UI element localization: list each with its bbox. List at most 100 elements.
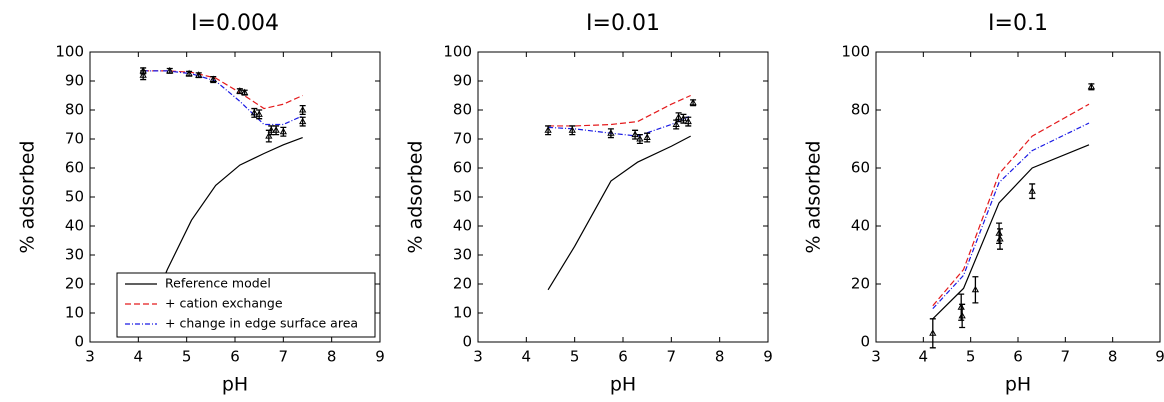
x-tick-label: 9: [375, 348, 385, 366]
series-line: [932, 122, 1090, 310]
x-tick-label: 7: [667, 348, 677, 366]
legend-label: + cation exchange: [165, 296, 283, 311]
chart-title: I=0.004: [191, 11, 279, 36]
data-point: [996, 235, 1004, 242]
y-tick-label: 80: [65, 101, 84, 119]
x-tick-label: 6: [618, 348, 628, 366]
data-point: [209, 75, 217, 83]
x-axis-label: pH: [222, 374, 248, 396]
data-point: [643, 133, 651, 141]
data-point: [139, 71, 147, 78]
chart-title: I=0.01: [586, 11, 660, 36]
y-tick-label: 10: [65, 304, 84, 322]
error-bar: [958, 293, 965, 321]
x-axis-label: pH: [610, 374, 636, 396]
y-tick-label: 40: [65, 217, 84, 235]
data-point: [236, 87, 244, 94]
x-tick-label: 6: [230, 348, 240, 366]
data-point: [1087, 82, 1096, 90]
data-point: [689, 98, 697, 106]
series-line: [143, 70, 303, 126]
data-point: [195, 71, 203, 78]
y-tick-label: 100: [841, 43, 870, 61]
error-bar: [996, 222, 1003, 245]
y-tick-label: 0: [860, 333, 870, 351]
y-tick-label: 60: [453, 159, 472, 177]
data-point: [265, 132, 273, 139]
y-tick-label: 0: [462, 333, 472, 351]
x-tick-label: 4: [919, 348, 929, 366]
series-line: [143, 70, 303, 110]
data-point: [185, 69, 193, 77]
data-point: [568, 126, 576, 133]
data-point: [684, 117, 692, 125]
series-line: [932, 144, 1090, 320]
data-point: [971, 285, 980, 293]
data-point: [250, 108, 258, 116]
x-tick-label: 3: [871, 348, 881, 366]
series-line: [548, 94, 691, 127]
y-tick-label: 80: [453, 101, 472, 119]
x-tick-label: 7: [1061, 348, 1071, 366]
data-point: [272, 126, 280, 133]
x-tick-label: 8: [715, 348, 725, 366]
data-point: [636, 134, 644, 142]
legend-label: + change in edge surface area: [165, 316, 358, 331]
series-line: [142, 136, 303, 328]
x-axis-label: pH: [1005, 374, 1031, 396]
data-point: [267, 126, 275, 133]
data-point: [1028, 187, 1036, 194]
data-point: [958, 311, 966, 319]
data-point: [255, 110, 263, 117]
y-axis-label: % adsorbed: [405, 141, 427, 254]
y-tick-label: 70: [65, 130, 84, 148]
series-line: [548, 115, 691, 137]
x-tick-label: 7: [279, 348, 289, 366]
x-tick-label: 5: [966, 348, 976, 366]
data-point: [679, 114, 688, 122]
y-tick-label: 10: [453, 304, 472, 322]
data-point: [241, 88, 249, 96]
y-tick-label: 80: [851, 101, 870, 119]
y-tick-label: 90: [65, 72, 84, 90]
data-point: [672, 120, 680, 127]
y-axis-label: % adsorbed: [803, 141, 825, 254]
x-tick-label: 3: [85, 348, 95, 366]
data-point: [607, 129, 615, 136]
y-tick-label: 60: [65, 159, 84, 177]
y-tick-label: 20: [65, 275, 84, 293]
data-point: [544, 126, 552, 133]
x-tick-label: 6: [1013, 348, 1023, 366]
x-tick-label: 4: [134, 348, 144, 366]
x-tick-label: 8: [1108, 348, 1118, 366]
legend-box: [116, 272, 376, 338]
y-tick-label: 30: [453, 246, 472, 264]
error-bar: [997, 228, 1004, 250]
chart-title: I=0.1: [988, 11, 1048, 36]
y-tick-label: 90: [453, 72, 472, 90]
plot-frame: [875, 51, 1161, 343]
data-point: [674, 113, 683, 120]
data-point: [299, 117, 307, 125]
y-tick-label: 100: [443, 43, 472, 61]
data-point: [279, 127, 287, 135]
series-line: [932, 103, 1090, 307]
x-tick-label: 3: [473, 348, 483, 366]
y-tick-label: 20: [851, 275, 870, 293]
y-tick-label: 50: [453, 188, 472, 206]
data-point: [166, 66, 174, 74]
y-tick-label: 60: [851, 159, 870, 177]
plot-frame: [477, 51, 769, 343]
y-tick-label: 70: [453, 130, 472, 148]
y-tick-label: 100: [55, 43, 84, 61]
data-point: [299, 105, 307, 113]
x-tick-label: 9: [1155, 348, 1164, 366]
error-bar: [959, 303, 966, 329]
y-axis-label: % adsorbed: [17, 141, 39, 254]
data-point: [631, 130, 639, 138]
series-line: [547, 135, 691, 291]
x-tick-label: 8: [327, 348, 337, 366]
x-tick-label: 4: [522, 348, 532, 366]
y-tick-label: 30: [65, 246, 84, 264]
